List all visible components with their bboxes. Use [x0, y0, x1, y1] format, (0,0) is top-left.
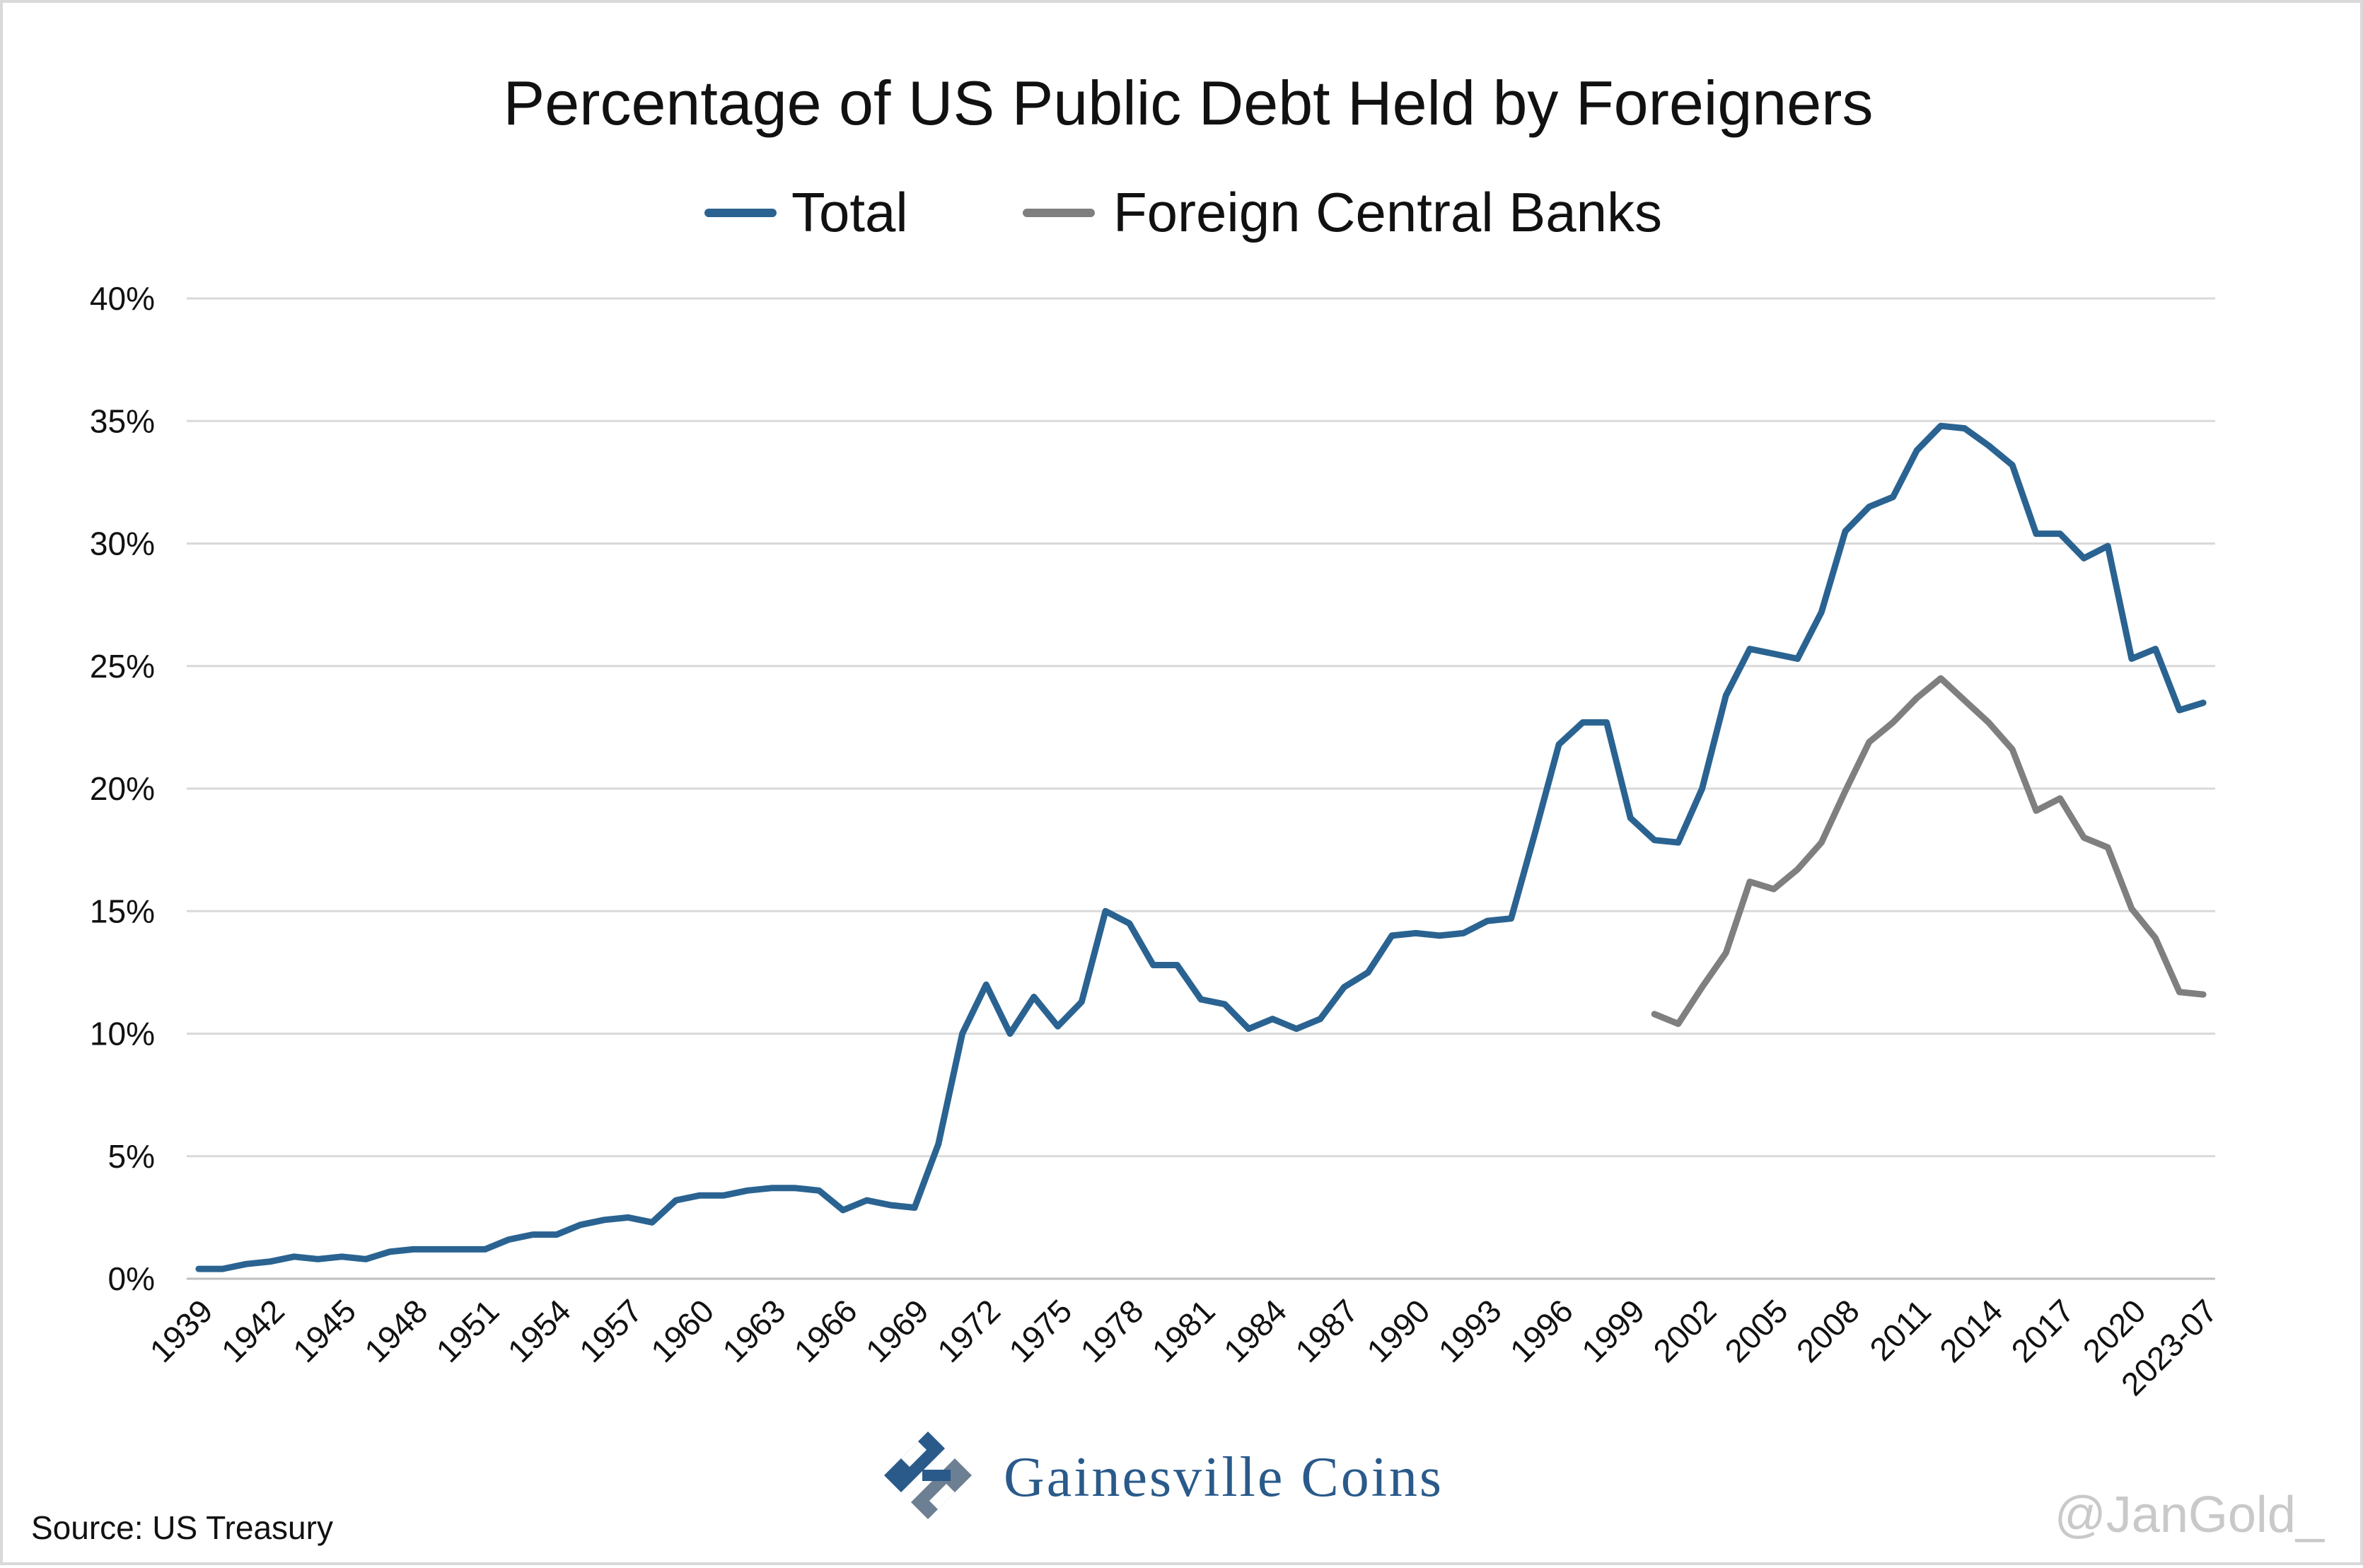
series-line-total [195, 422, 2207, 1272]
x-tick-label: 2002 [1646, 1292, 1723, 1369]
x-tick-label: 1960 [644, 1292, 721, 1369]
y-tick-label: 0% [108, 1260, 155, 1297]
x-tick-label: 1957 [572, 1292, 649, 1369]
x-tick-label: 1984 [1217, 1292, 1294, 1369]
chart-canvas: Percentage of US Public Debt Held by For… [31, 68, 2325, 1546]
brand-logo: Gainesville Coins [884, 1431, 1444, 1519]
y-axis-ticks: 0% 5% 10% 15% 20% 25% 30% 35% 40% [90, 280, 155, 1297]
x-tick-label: 1981 [1145, 1292, 1222, 1369]
x-tick-label: 1990 [1359, 1292, 1436, 1369]
series-layer [195, 422, 2207, 1272]
y-tick-label: 40% [90, 280, 155, 317]
x-tick-label: 2008 [1789, 1292, 1866, 1369]
y-tick-label: 10% [90, 1016, 155, 1052]
y-tick-label: 30% [90, 525, 155, 562]
y-tick-label: 5% [108, 1138, 155, 1175]
x-tick-label: 1942 [214, 1292, 291, 1369]
x-tick-label: 1963 [715, 1292, 792, 1369]
x-tick-label: 1978 [1073, 1292, 1150, 1369]
legend: Total Foreign Central Banks [704, 181, 1662, 243]
chart-title: Percentage of US Public Debt Held by For… [504, 68, 1874, 138]
x-tick-label: 1972 [930, 1292, 1007, 1369]
x-tick-label: 1951 [429, 1292, 506, 1369]
series-line-foreign-central-banks [1651, 675, 2207, 1028]
x-tick-label: 1954 [501, 1292, 578, 1369]
gridlines [187, 297, 2215, 1158]
x-tick-label: 1966 [787, 1292, 864, 1369]
x-tick-label: 1969 [859, 1292, 936, 1369]
x-tick-label: 1945 [286, 1292, 363, 1369]
legend-label-total: Total [791, 181, 908, 243]
x-tick-label: 1996 [1503, 1292, 1580, 1369]
x-tick-label: 2005 [1717, 1292, 1794, 1369]
y-tick-label: 25% [90, 648, 155, 685]
x-tick-label: 2017 [2004, 1292, 2081, 1369]
gainesville-coins-logo-icon [884, 1431, 972, 1519]
x-axis-ticks: 1939194219451948195119541957196019631966… [143, 1292, 2224, 1403]
y-tick-label: 20% [90, 770, 155, 807]
legend-label-foreign-central-banks: Foreign Central Banks [1113, 181, 1662, 243]
x-tick-label: 1987 [1288, 1292, 1365, 1369]
y-tick-label: 15% [90, 893, 155, 929]
x-tick-label: 1948 [357, 1292, 434, 1369]
y-tick-label: 35% [90, 402, 155, 439]
source-note: Source: US Treasury [31, 1509, 333, 1546]
x-tick-label: 1975 [1001, 1292, 1079, 1369]
brand-name: Gainesville Coins [1004, 1446, 1444, 1509]
author-handle: @JanGold_ [2055, 1487, 2325, 1543]
x-tick-label: 1999 [1574, 1292, 1651, 1369]
x-tick-label: 1993 [1432, 1292, 1509, 1369]
x-tick-label: 2011 [1862, 1292, 1938, 1368]
x-tick-label: 1939 [143, 1292, 220, 1369]
x-tick-label: 2014 [1932, 1292, 2009, 1369]
